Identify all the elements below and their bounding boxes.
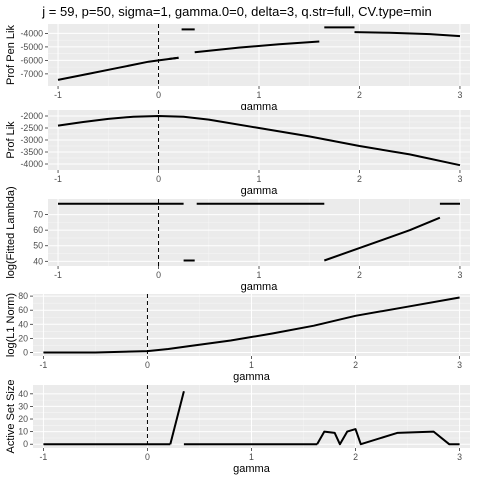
x-tick-label: 3 (457, 452, 462, 462)
x-tick-label: 0 (156, 174, 161, 184)
y-tick-label: 40 (18, 389, 28, 399)
x-axis-title: gamma (241, 281, 279, 293)
x-tick-label: 0 (156, 270, 161, 280)
data-series (43, 296, 460, 354)
y-tick-label: -2000 (21, 111, 44, 121)
x-tick-label: 2 (357, 270, 362, 280)
x-tick-label: -1 (54, 90, 62, 100)
y-axis-title: Prof Pen Lik (5, 25, 17, 85)
y-tick-label: 0 (23, 347, 28, 357)
x-tick-label: 3 (457, 90, 462, 100)
x-tick-label: -1 (54, 174, 62, 184)
data-series (168, 56, 179, 60)
data-series (169, 391, 185, 445)
x-axis-title: gamma (233, 371, 271, 383)
y-axis-title: Active Set Size (5, 380, 17, 454)
x-tick-label: 0 (145, 452, 150, 462)
y-tick-label: 20 (18, 333, 28, 343)
y-tick-label: 10 (18, 427, 28, 437)
y-tick-label: 30 (18, 401, 28, 411)
x-tick-label: 1 (249, 360, 254, 370)
y-tick-label: -6000 (21, 55, 44, 65)
y-axis-title: log(L1 Norm) (5, 293, 17, 357)
y-axis-title: log(Fitted Lambda) (5, 186, 17, 278)
y-tick-label: -2500 (21, 123, 44, 133)
y-tick-label: 60 (18, 305, 28, 315)
y-tick-label: 20 (18, 414, 28, 424)
x-tick-label: 2 (353, 452, 358, 462)
y-tick-label: 40 (33, 256, 43, 266)
y-tick-label: -3500 (21, 147, 44, 157)
data-series (57, 56, 179, 81)
y-tick-label: 60 (33, 225, 43, 235)
x-tick-label: 0 (145, 360, 150, 370)
y-tick-label: 80 (18, 291, 28, 301)
y-tick-label: 40 (18, 319, 28, 329)
x-tick-label: 0 (156, 90, 161, 100)
y-tick-label: -4000 (21, 28, 44, 38)
panel-4: -1 0 1 2 3 80 60 40 20 0 gamma log(L1 Norm) (5, 291, 470, 383)
x-tick-label: 3 (457, 270, 462, 280)
x-tick-label: 3 (457, 360, 462, 370)
x-tick-label: 1 (257, 90, 262, 100)
data-series (194, 40, 320, 54)
x-tick-label: 3 (457, 174, 462, 184)
data-series (316, 428, 460, 446)
chart-panels: -1 0 1 2 3 -4000 -5000 -6000 -7000 gamma Prof Pen … (5, 24, 470, 475)
x-tick-label: 1 (249, 452, 254, 462)
data-series (323, 216, 441, 262)
y-tick-label: -5000 (21, 42, 44, 52)
y-tick-label: 70 (33, 210, 43, 220)
chart-title: j = 59, p=50, sigma=1, gamma.0=0, delta=… (41, 4, 431, 19)
x-axis-title: gamma (233, 463, 271, 475)
panel-2: -1 0 1 2 3 -2000 -2500 -3000 -3500 -4000 gamma Prof… (5, 110, 470, 197)
x-tick-label: 1 (257, 270, 262, 280)
panel-3: -1 0 1 2 3 70 60 50 40 gamma log(Fitted Lambda) (5, 186, 470, 293)
panel-5: -1 0 1 2 3 40 30 20 10 0 gamma Active Set Size (5, 380, 470, 475)
y-tick-label: -4000 (21, 159, 44, 169)
x-tick-label: 2 (357, 174, 362, 184)
y-tick-label: 50 (33, 241, 43, 251)
y-axis-title: Prof Lik (5, 121, 17, 159)
x-tick-label: -1 (39, 452, 47, 462)
x-tick-label: 1 (257, 174, 262, 184)
y-tick-label: -7000 (21, 69, 44, 79)
x-tick-label: -1 (39, 360, 47, 370)
y-tick-label: -3000 (21, 135, 44, 145)
x-tick-label: -1 (54, 270, 62, 280)
x-tick-label: 2 (357, 90, 362, 100)
x-tick-label: 2 (353, 360, 358, 370)
x-axis-title: gamma (241, 185, 279, 197)
y-tick-label: 0 (23, 439, 28, 449)
data-series (57, 115, 461, 167)
data-series (354, 31, 461, 38)
